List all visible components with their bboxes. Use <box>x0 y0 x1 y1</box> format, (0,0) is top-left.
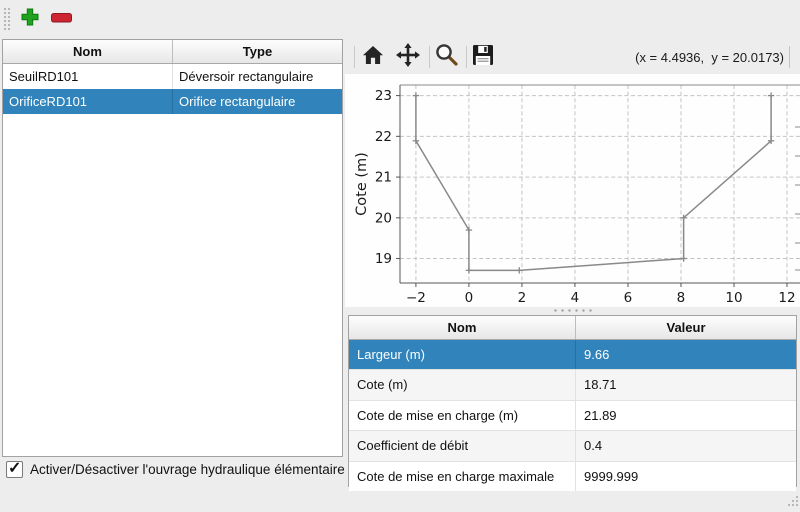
toolbar-separator <box>429 46 430 68</box>
svg-text:4: 4 <box>571 290 580 306</box>
home-icon <box>362 45 384 70</box>
table-row-seuil[interactable]: SeuilRD101 Déversoir rectangulaire <box>3 64 342 89</box>
structure-name[interactable]: OrificeRD101 <box>9 94 88 109</box>
structure-type[interactable]: Orifice rectangulaire <box>172 89 342 114</box>
minus-icon <box>50 10 72 28</box>
structure-type[interactable]: Déversoir rectangulaire <box>172 64 342 89</box>
property-row-coefficient[interactable]: Coefficient de débit 0.4 <box>349 430 796 461</box>
floppy-icon <box>472 44 494 71</box>
y-axis-label: Cote (m) <box>354 152 370 216</box>
pan-button[interactable] <box>396 42 420 72</box>
svg-text:8: 8 <box>677 290 686 306</box>
profile-chart-svg: −2 0 2 4 6 8 10 12 19 20 21 22 23 <box>375 84 800 306</box>
property-value[interactable]: 9999.999 <box>575 461 796 491</box>
splitter-handle[interactable] <box>552 309 594 312</box>
structure-name[interactable]: SeuilRD101 <box>9 69 79 84</box>
property-name[interactable]: Cote de mise en charge (m) <box>357 407 519 423</box>
remove-structure-button[interactable] <box>48 6 74 32</box>
header-type[interactable]: Type <box>172 40 342 63</box>
svg-text:12: 12 <box>778 290 795 306</box>
header-nom[interactable]: Nom <box>73 44 102 59</box>
svg-text:21: 21 <box>375 170 392 186</box>
properties-table: Nom Valeur Largeur (m) 9.66 Cote (m) 18.… <box>348 315 797 491</box>
property-name[interactable]: Cote de mise en charge maximale <box>357 468 555 484</box>
structures-table-header: Nom Type <box>3 40 342 64</box>
property-row-cote-max[interactable]: Cote de mise en charge maximale 9999.999 <box>349 460 796 491</box>
figure-canvas-background <box>345 74 800 307</box>
toolbar-separator <box>789 46 790 68</box>
svg-text:22: 22 <box>375 129 392 145</box>
svg-text:20: 20 <box>375 210 392 226</box>
property-value[interactable]: 21.89 <box>575 400 796 431</box>
property-row-cote-mise-en-charge[interactable]: Cote de mise en charge (m) 21.89 <box>349 399 796 431</box>
property-value[interactable]: 18.71 <box>575 370 796 400</box>
property-name[interactable]: Coefficient de débit <box>357 438 469 454</box>
svg-text:23: 23 <box>375 88 392 104</box>
property-row-largeur[interactable]: Largeur (m) 9.66 <box>349 340 796 370</box>
svg-text:−2: −2 <box>406 290 426 306</box>
plus-icon <box>21 8 39 31</box>
toolbar-drag-handle[interactable] <box>3 7 11 31</box>
save-figure-button[interactable] <box>471 44 495 71</box>
svg-text:0: 0 <box>465 290 474 306</box>
enable-structure-label: Activer/Désactiver l'ouvrage hydraulique… <box>30 462 345 477</box>
check-icon: ✓ <box>8 460 22 477</box>
profile-chart[interactable]: −2 0 2 4 6 8 10 12 19 20 21 22 23 <box>348 78 800 308</box>
properties-table-header: Nom Valeur <box>349 316 796 340</box>
home-view-button[interactable] <box>361 45 385 69</box>
move-icon <box>396 42 420 72</box>
header-valeur[interactable]: Valeur <box>575 316 796 339</box>
property-value[interactable]: 0.4 <box>575 431 796 461</box>
header-nom[interactable]: Nom <box>447 320 477 335</box>
structures-table: Nom Type SeuilRD101 Déversoir rectangula… <box>2 39 343 457</box>
toolbar-separator <box>466 46 467 68</box>
property-name[interactable]: Largeur (m) <box>357 347 425 362</box>
enable-structure-checkbox[interactable]: ✓ <box>6 460 23 478</box>
cursor-coordinates: (x = 4.4936, y = 20.0173) <box>635 50 784 65</box>
svg-text:2: 2 <box>518 290 527 306</box>
table-row-orifice[interactable]: OrificeRD101 Orifice rectangulaire <box>3 89 342 114</box>
svg-text:19: 19 <box>375 251 392 267</box>
toolbar-separator <box>354 46 355 68</box>
add-structure-button[interactable] <box>17 6 43 32</box>
svg-text:10: 10 <box>725 290 742 306</box>
resize-grip-icon[interactable] <box>786 494 799 512</box>
zoom-rect-button[interactable] <box>434 43 458 71</box>
property-name[interactable]: Cote (m) <box>357 377 408 393</box>
property-row-cote[interactable]: Cote (m) 18.71 <box>349 369 796 400</box>
property-value[interactable]: 9.66 <box>575 340 796 370</box>
svg-text:6: 6 <box>624 290 633 306</box>
enable-structure-checkbox-row[interactable]: ✓ Activer/Désactiver l'ouvrage hydrauliq… <box>6 460 345 478</box>
magnifier-icon <box>435 43 458 71</box>
